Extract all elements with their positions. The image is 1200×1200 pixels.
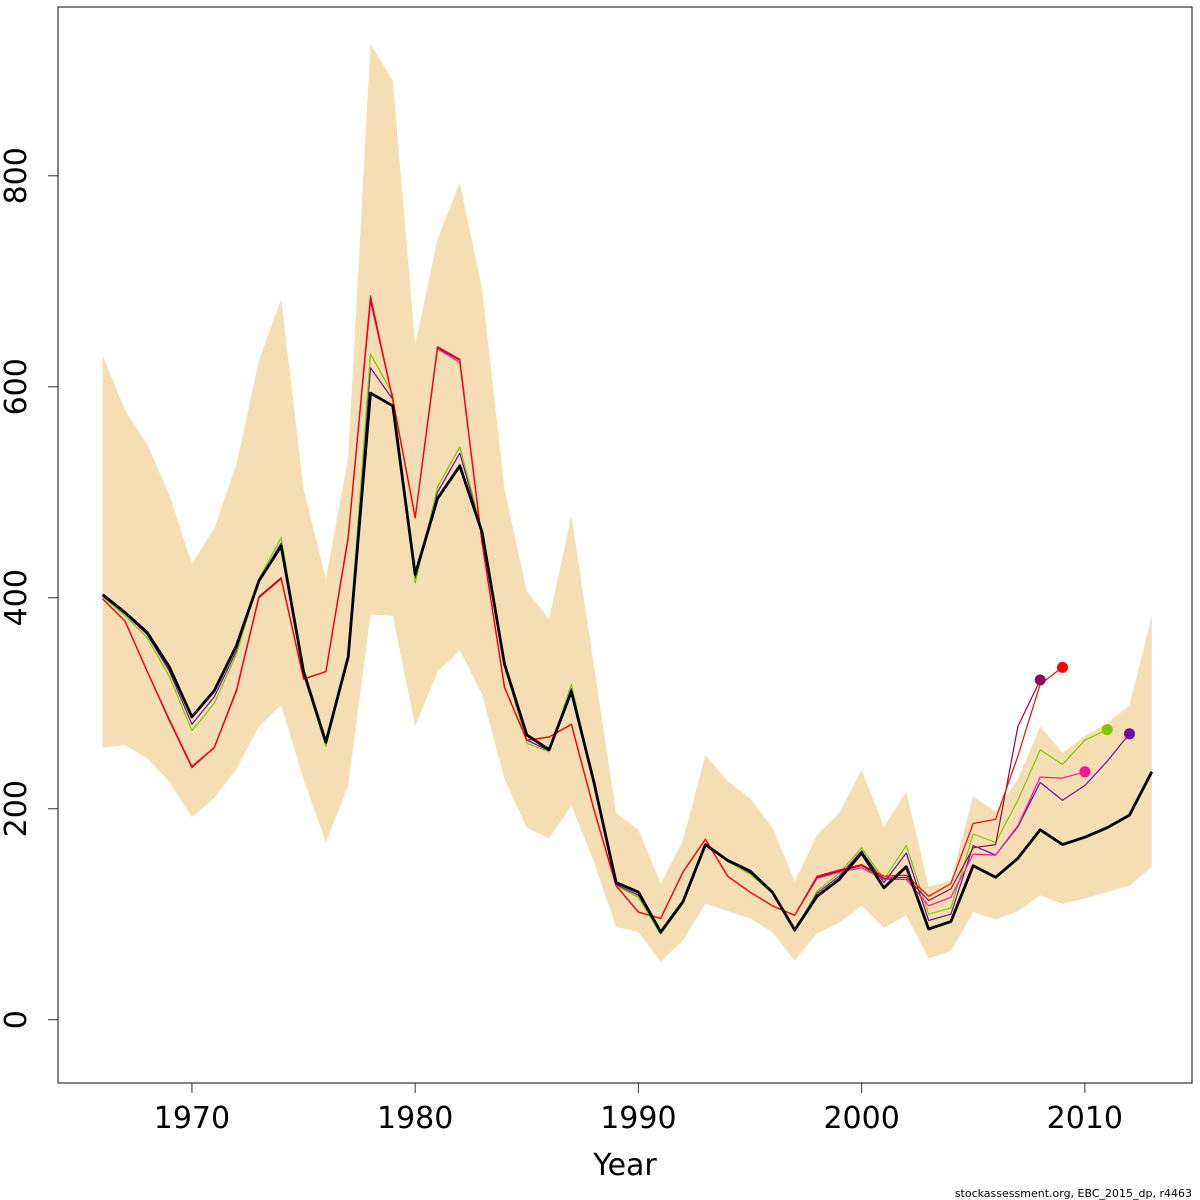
series-endpoint-2011	[1101, 724, 1113, 736]
confidence-band-layer	[102, 43, 1152, 962]
x-tick-label: 1980	[377, 1101, 453, 1136]
endpoint-layer	[1034, 661, 1135, 778]
x-tick-label: 2000	[823, 1101, 899, 1136]
series-line-peel-4	[102, 295, 1063, 920]
x-axis-title: Year	[592, 1148, 657, 1183]
y-tick-label: 400	[0, 569, 34, 626]
y-tick-label: 0	[0, 1010, 34, 1029]
y-tick-label: 600	[0, 358, 34, 415]
series-endpoint-2008	[1034, 674, 1046, 686]
series-endpoint-2009	[1057, 661, 1068, 673]
series-endpoint-2012	[1124, 728, 1135, 740]
series-endpoint-2010	[1079, 766, 1091, 778]
series-layer	[101, 295, 1154, 935]
x-tick-label: 1990	[600, 1101, 676, 1136]
x-tick-label: 1970	[154, 1101, 230, 1136]
confidence-band	[102, 43, 1152, 962]
y-axis: 0 200 400 600 800	[0, 147, 59, 1029]
y-tick-label: 200	[0, 780, 34, 837]
series-line-current	[101, 391, 1154, 934]
x-axis: 1970 1980 1990 2000 2010	[154, 1082, 1123, 1136]
footnote: stockassessment.org, EBC_2015_dp, r4463	[955, 1187, 1192, 1200]
y-tick-label: 800	[0, 147, 34, 204]
x-tick-label: 2010	[1047, 1101, 1123, 1136]
